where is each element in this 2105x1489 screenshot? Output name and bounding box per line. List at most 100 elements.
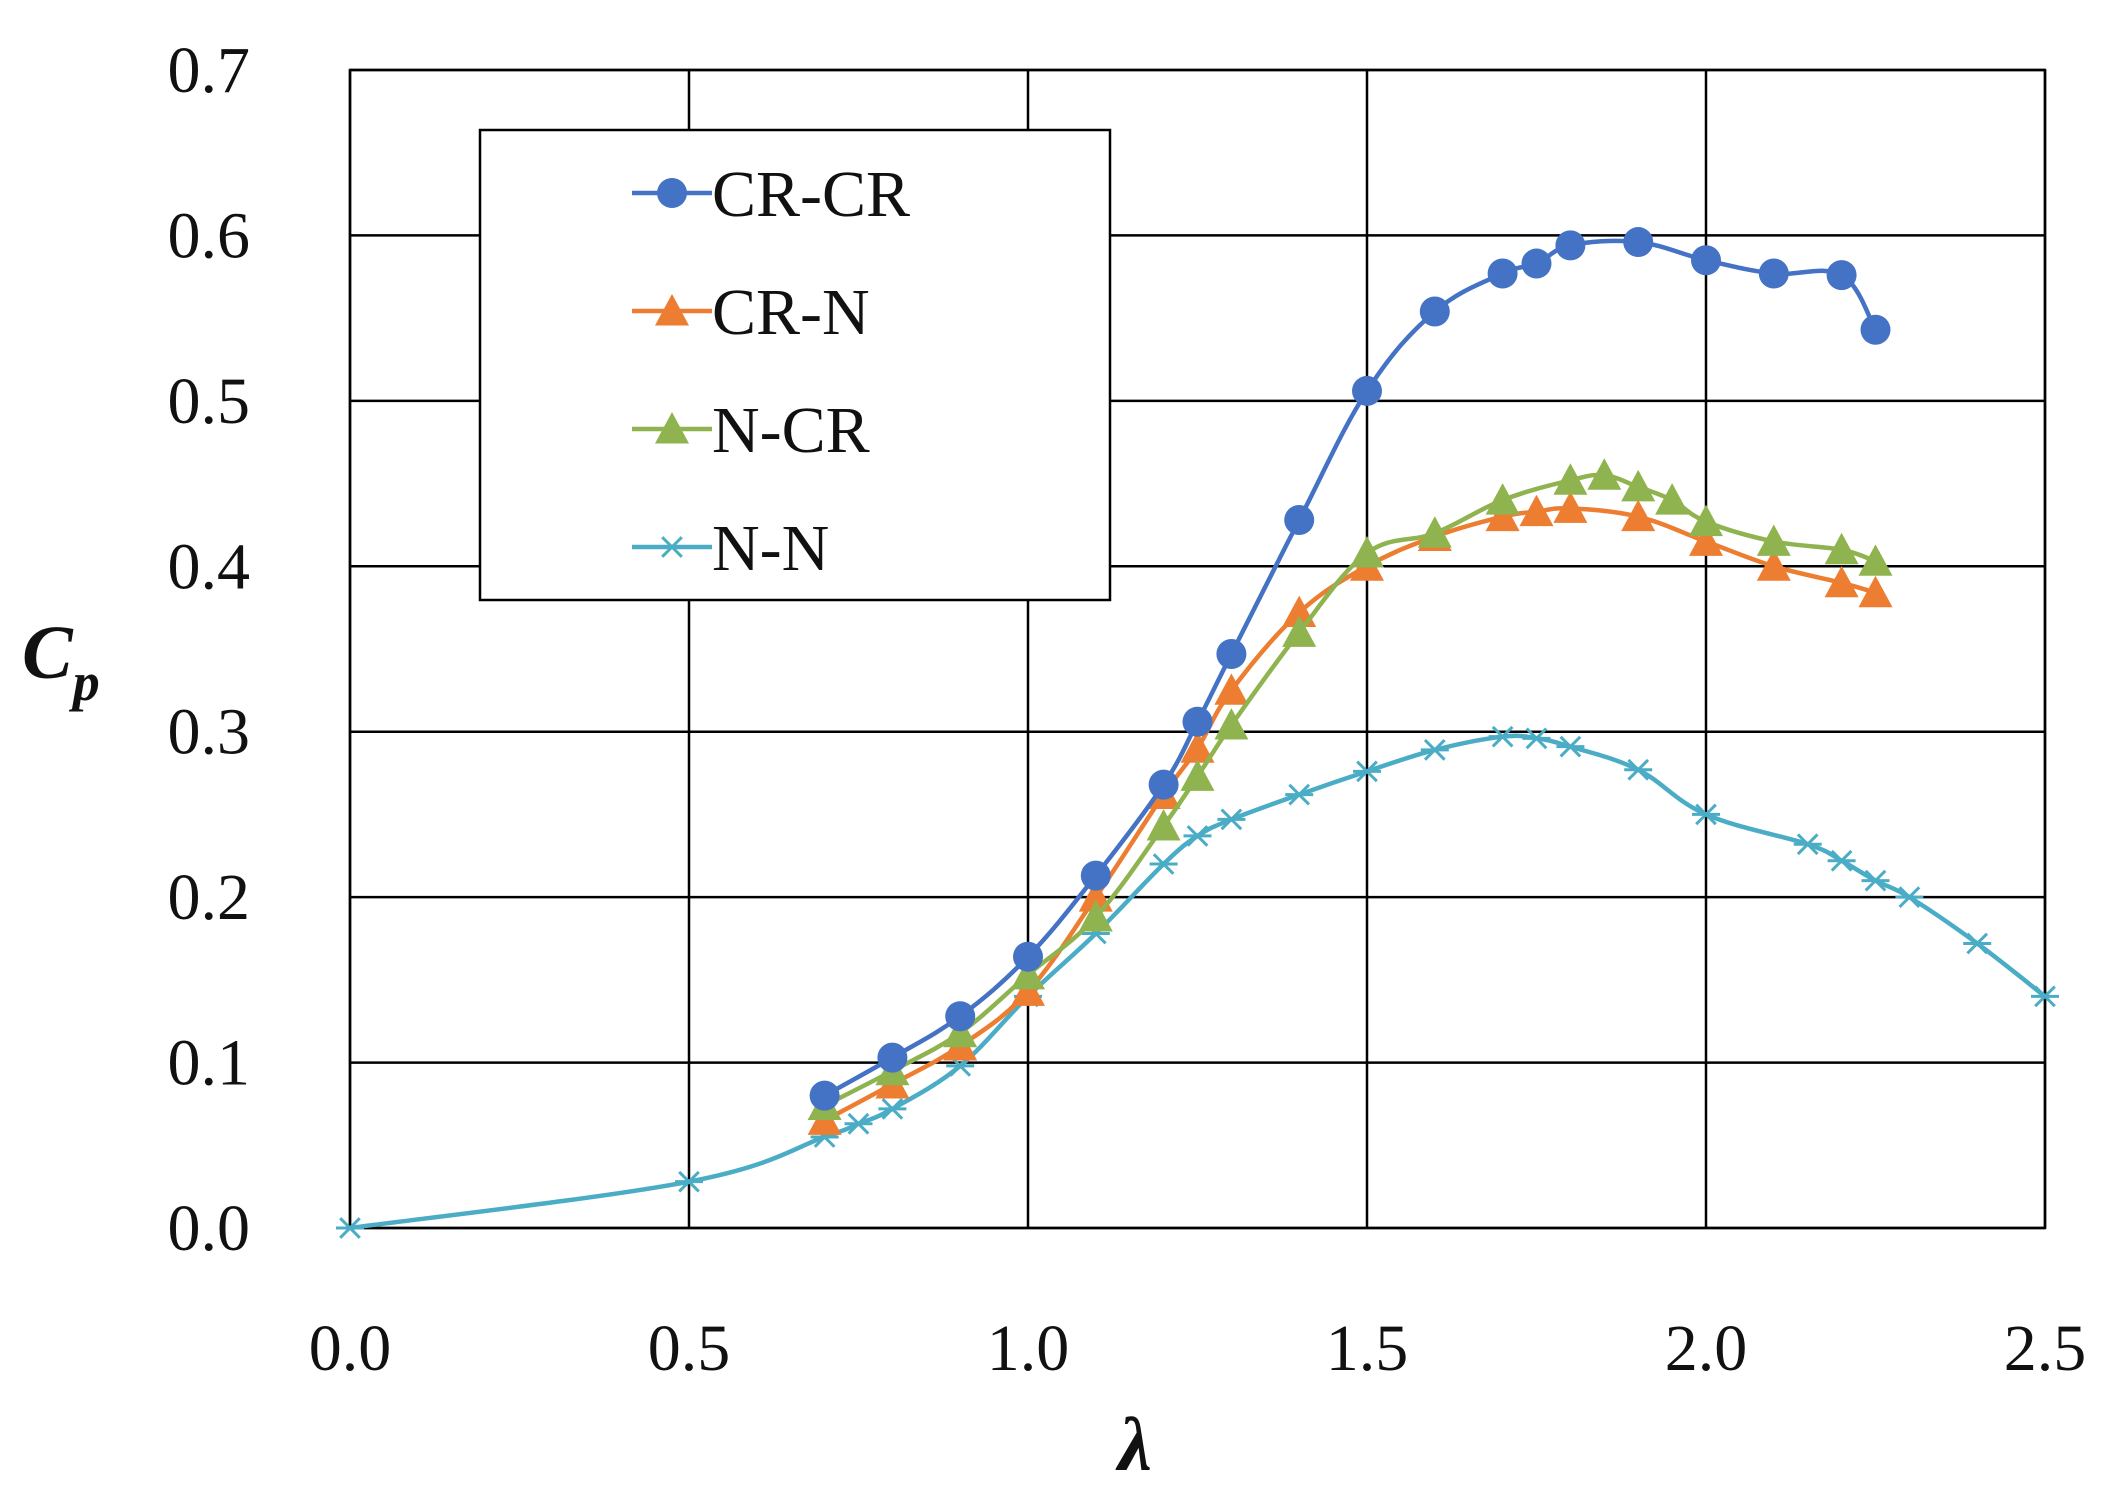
y-tick-label: 0.6 xyxy=(168,199,251,272)
data-point-n-cr xyxy=(1350,536,1384,568)
data-point-n-cr xyxy=(1553,463,1588,495)
data-point-cr-n xyxy=(1689,524,1723,556)
data-point-cr-n xyxy=(1824,565,1859,598)
data-point-n-n xyxy=(1420,739,1449,761)
data-point-cr-cr xyxy=(809,1080,840,1111)
y-tick-label: 0.4 xyxy=(168,530,251,603)
data-point-n-n xyxy=(336,1217,364,1239)
legend-marker-cr-cr xyxy=(657,178,687,208)
y-axis-label-subscript: p xyxy=(69,652,100,712)
series-cr-cr xyxy=(809,227,1891,1111)
data-point-n-n xyxy=(675,1170,703,1193)
data-point-cr-cr xyxy=(1623,227,1654,258)
data-point-cr-n xyxy=(1485,499,1520,532)
data-point-n-cr xyxy=(1417,516,1452,548)
data-point-cr-cr xyxy=(1860,314,1891,345)
data-point-n-cr xyxy=(1824,532,1859,565)
y-tick-label: 0.5 xyxy=(168,365,251,438)
x-axis-label: λ xyxy=(1115,1403,1152,1487)
y-tick-label: 0.0 xyxy=(168,1192,251,1265)
data-point-cr-cr xyxy=(1758,258,1789,289)
legend-marker-n-cr xyxy=(655,412,689,444)
y-axis-label: Cp xyxy=(22,611,100,712)
y-tick-label: 0.2 xyxy=(168,861,251,934)
data-point-cr-n xyxy=(1553,491,1588,523)
data-point-cr-cr xyxy=(945,1001,976,1032)
data-point-n-cr xyxy=(1689,504,1723,537)
x-tick-label: 2.0 xyxy=(1665,1312,1748,1385)
legend-marker-cr-n xyxy=(655,294,689,326)
data-point-n-n xyxy=(1353,760,1381,783)
x-tick-label: 2.5 xyxy=(2004,1312,2087,1385)
x-tick-label: 1.5 xyxy=(1326,1312,1409,1385)
data-point-cr-cr xyxy=(1013,941,1043,972)
data-point-cr-cr xyxy=(1148,769,1179,800)
legend-label-n-cr: N-CR xyxy=(712,394,870,467)
data-point-cr-cr xyxy=(1487,258,1518,289)
data-point-n-n xyxy=(1692,803,1720,826)
legend-label-cr-n: CR-N xyxy=(712,276,870,349)
data-point-cr-cr xyxy=(1555,230,1586,261)
data-point-n-n xyxy=(1217,808,1246,831)
y-axis-label-main: C xyxy=(22,611,74,695)
data-point-cr-n xyxy=(1858,575,1893,608)
x-axis-ticks: 0.0 0.5 1.0 1.5 2.0 2.5 xyxy=(309,1312,2087,1385)
data-point-n-cr xyxy=(1655,483,1690,515)
data-point-n-cr xyxy=(1858,544,1893,576)
data-point-n-n xyxy=(1861,869,1890,892)
data-point-n-n xyxy=(878,1098,907,1120)
y-tick-label: 0.7 xyxy=(168,34,251,107)
data-point-n-cr xyxy=(1485,483,1520,515)
data-point-cr-n xyxy=(1180,731,1215,763)
legend-items: CR-CR CR-N N-CR N-N xyxy=(632,158,910,585)
data-point-n-n xyxy=(2031,985,2059,1008)
x-tick-label: 1.0 xyxy=(987,1312,1070,1385)
data-point-n-cr xyxy=(1282,615,1317,647)
data-point-cr-cr xyxy=(1691,245,1721,276)
data-point-n-n xyxy=(1488,725,1517,748)
data-point-n-n xyxy=(844,1112,873,1135)
legend-label-cr-cr: CR-CR xyxy=(712,158,910,231)
data-point-cr-cr xyxy=(1419,296,1450,327)
data-point-cr-n xyxy=(1756,549,1791,581)
data-point-n-cr xyxy=(1078,899,1113,932)
data-point-cr-cr xyxy=(1080,860,1111,891)
data-point-n-n xyxy=(1895,886,1924,909)
x-tick-label: 0.0 xyxy=(309,1312,392,1385)
legend-marker-n-n xyxy=(658,536,686,558)
plot-area-border xyxy=(348,68,2047,1230)
data-point-n-cr xyxy=(1587,458,1622,490)
data-point-n-n xyxy=(1963,932,1992,955)
data-point-cr-cr xyxy=(1182,706,1213,737)
data-point-n-cr xyxy=(1756,524,1791,556)
data-point-n-cr xyxy=(1146,809,1181,841)
data-point-n-cr xyxy=(1214,708,1249,740)
legend-item-n-cr: N-CR xyxy=(632,394,870,467)
data-point-n-cr xyxy=(943,1015,978,1048)
data-point-n-n xyxy=(1556,735,1585,758)
data-point-cr-cr xyxy=(1216,638,1247,669)
legend-item-cr-cr: CR-CR xyxy=(632,158,910,231)
data-point-n-n xyxy=(1285,783,1314,806)
legend-item-cr-n: CR-N xyxy=(632,276,870,349)
data-point-cr-cr xyxy=(1826,260,1857,291)
data-point-cr-cr xyxy=(1284,504,1315,535)
data-point-n-cr xyxy=(1011,957,1045,990)
y-tick-label: 0.1 xyxy=(168,1027,251,1100)
series-n-cr xyxy=(807,458,1893,1121)
y-tick-label: 0.3 xyxy=(168,696,251,769)
data-point-n-cr xyxy=(1621,469,1656,502)
data-point-cr-n xyxy=(1621,499,1656,532)
legend-item-n-n: N-N xyxy=(632,512,829,585)
data-point-n-n xyxy=(1793,833,1822,856)
data-point-n-n xyxy=(1624,758,1653,781)
data-point-n-n xyxy=(1522,727,1551,750)
data-point-cr-cr xyxy=(877,1042,908,1073)
legend: CR-CR CR-N N-CR N-N xyxy=(478,128,1112,602)
legend-label-n-n: N-N xyxy=(712,512,829,585)
y-axis-ticks: 0.0 0.1 0.2 0.3 0.4 0.5 0.6 0.7 xyxy=(168,34,251,1265)
data-point-cr-n xyxy=(1519,494,1554,527)
data-point-cr-n xyxy=(1214,673,1249,705)
data-point-n-n xyxy=(1183,825,1212,847)
